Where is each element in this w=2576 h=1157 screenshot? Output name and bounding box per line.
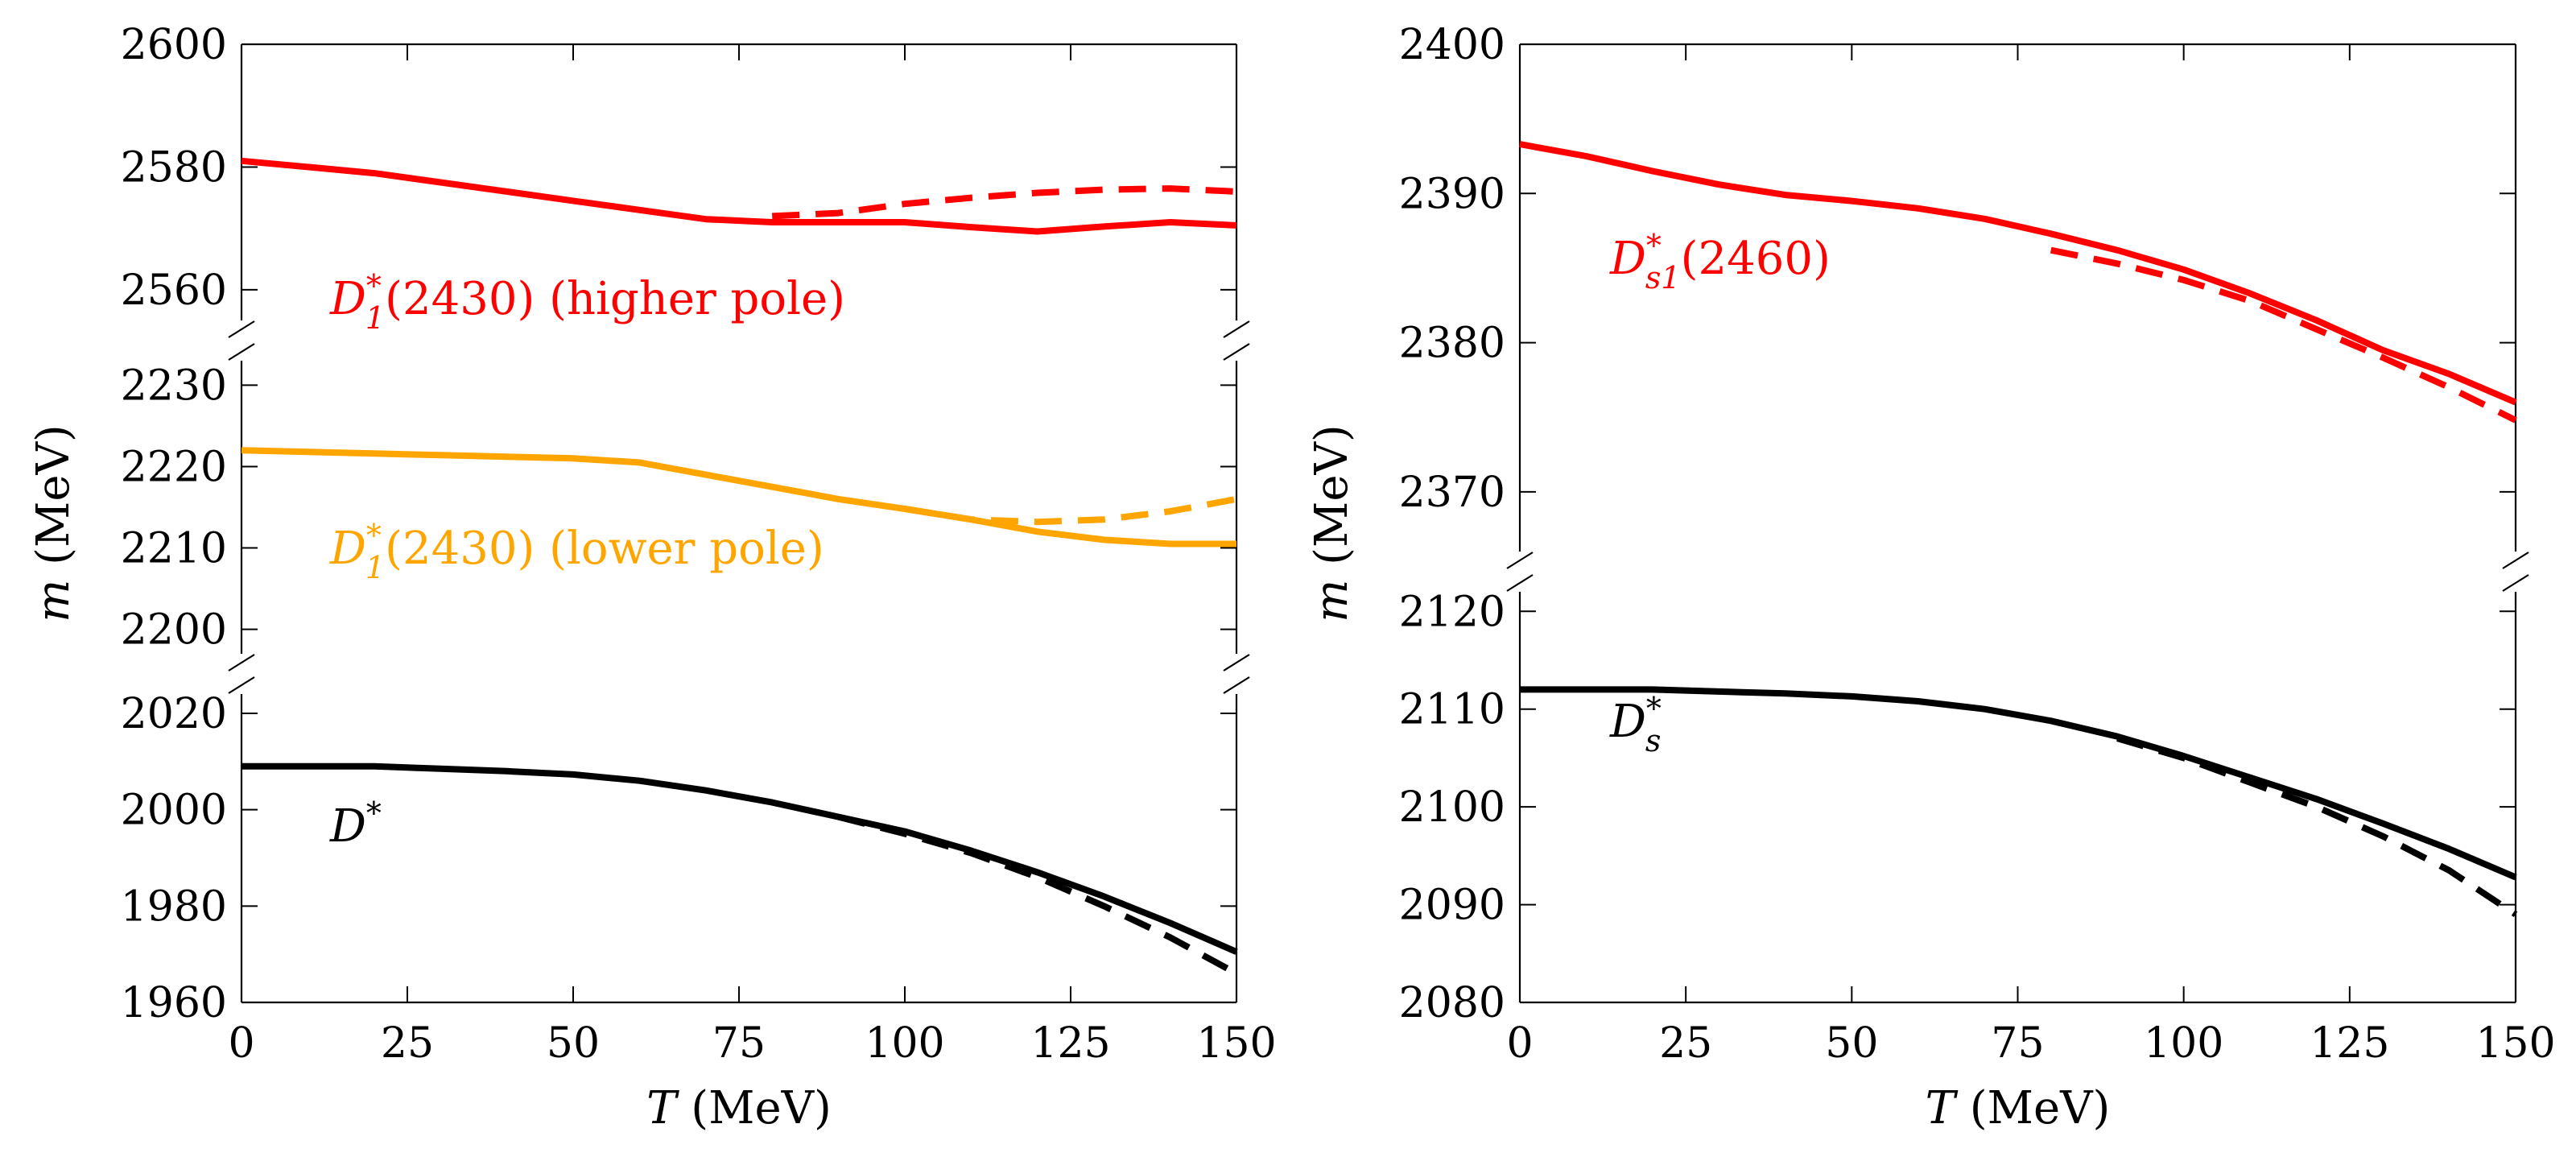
y-tick-label: 2110 (1399, 686, 1505, 734)
x-tick-label: 50 (547, 1019, 600, 1068)
axis-break-mark (228, 654, 255, 671)
axis-break-mark (228, 676, 255, 694)
series-dashed-line (2050, 246, 2517, 424)
series-solid-line (242, 762, 1238, 955)
y-tick-label: 2370 (1399, 469, 1505, 517)
axis-break-mark (2502, 552, 2529, 569)
series-label: D* s1(2460) (1609, 228, 1831, 295)
y-tick-label: 2580 (121, 143, 227, 192)
series-solid-line (241, 157, 1237, 235)
x-tick-label: 50 (1825, 1019, 1878, 1068)
x-axis-label: T (MeV) (646, 1082, 832, 1134)
x-tick-label: 75 (1991, 1019, 2044, 1068)
series-label: D* (329, 795, 382, 853)
y-axis-label: m (MeV) (1306, 424, 1358, 622)
series-dashed-line (837, 813, 1238, 977)
series-dashed-line (2116, 735, 2518, 918)
axis-break-mark (1506, 552, 1534, 569)
x-tick-label: 25 (1659, 1019, 1712, 1068)
y-tick-label: 2020 (121, 690, 227, 738)
y-axis-label: m (MeV) (27, 424, 80, 622)
axis-break-mark (1223, 343, 1250, 361)
x-tick-label: 0 (1506, 1019, 1533, 1068)
axis-break-mark (228, 320, 255, 338)
x-tick-label: 150 (2475, 1019, 2555, 1068)
x-tick-label: 125 (2310, 1019, 2389, 1068)
x-axis-label: T (MeV) (1926, 1082, 2111, 1134)
x-tick-label: 150 (1196, 1019, 1276, 1068)
series-dashed-line (772, 185, 1237, 220)
y-tick-label: 1980 (121, 882, 227, 931)
y-tick-label: 2560 (121, 267, 227, 315)
y-tick-label: 2100 (1399, 783, 1505, 832)
y-tick-label: 2000 (121, 787, 227, 835)
series-solid-line (1519, 141, 2517, 406)
y-tick-label: 1960 (121, 979, 227, 1027)
x-tick-label: 100 (2144, 1019, 2223, 1068)
series-label: D* s (1609, 691, 1662, 758)
y-tick-label: 2380 (1399, 320, 1505, 368)
y-tick-label: 2390 (1399, 170, 1505, 218)
y-tick-label: 2220 (121, 443, 227, 491)
y-tick-label: 2400 (1399, 21, 1505, 69)
axis-break-mark (2502, 574, 2529, 592)
x-tick-label: 125 (1030, 1019, 1110, 1068)
axis-break-mark (228, 343, 255, 361)
series-label: D* 1(2430) (higher pole) (329, 268, 845, 336)
axis-break-mark (1223, 676, 1250, 694)
series-solid-line (1520, 686, 2517, 881)
y-tick-label: 2210 (121, 525, 227, 573)
axis-break-mark (1223, 654, 1250, 671)
x-tick-label: 25 (381, 1019, 434, 1068)
axis-break-mark (1223, 320, 1250, 338)
x-tick-label: 0 (228, 1019, 254, 1068)
series-solid-line (241, 447, 1236, 548)
axis-break-mark (1506, 574, 1534, 592)
left-panel: 2560 2580 2600 D* 1(2430) (higher pole) 2200 2… (27, 21, 1277, 1134)
series-label: D* 1(2430) (lower pole) (329, 518, 824, 585)
y-tick-label: 2120 (1399, 588, 1505, 636)
right-panel: 2370 2380 2390 2400 D* s1(2460) 2080 2090 2100 21… (1306, 21, 2556, 1134)
x-tick-label: 100 (865, 1019, 944, 1068)
y-tick-label: 2230 (121, 362, 227, 410)
y-tick-label: 2600 (121, 21, 227, 69)
y-tick-label: 2090 (1399, 882, 1505, 930)
x-tick-label: 75 (712, 1019, 766, 1068)
y-tick-label: 2080 (1399, 979, 1505, 1027)
y-tick-label: 2200 (121, 606, 227, 655)
